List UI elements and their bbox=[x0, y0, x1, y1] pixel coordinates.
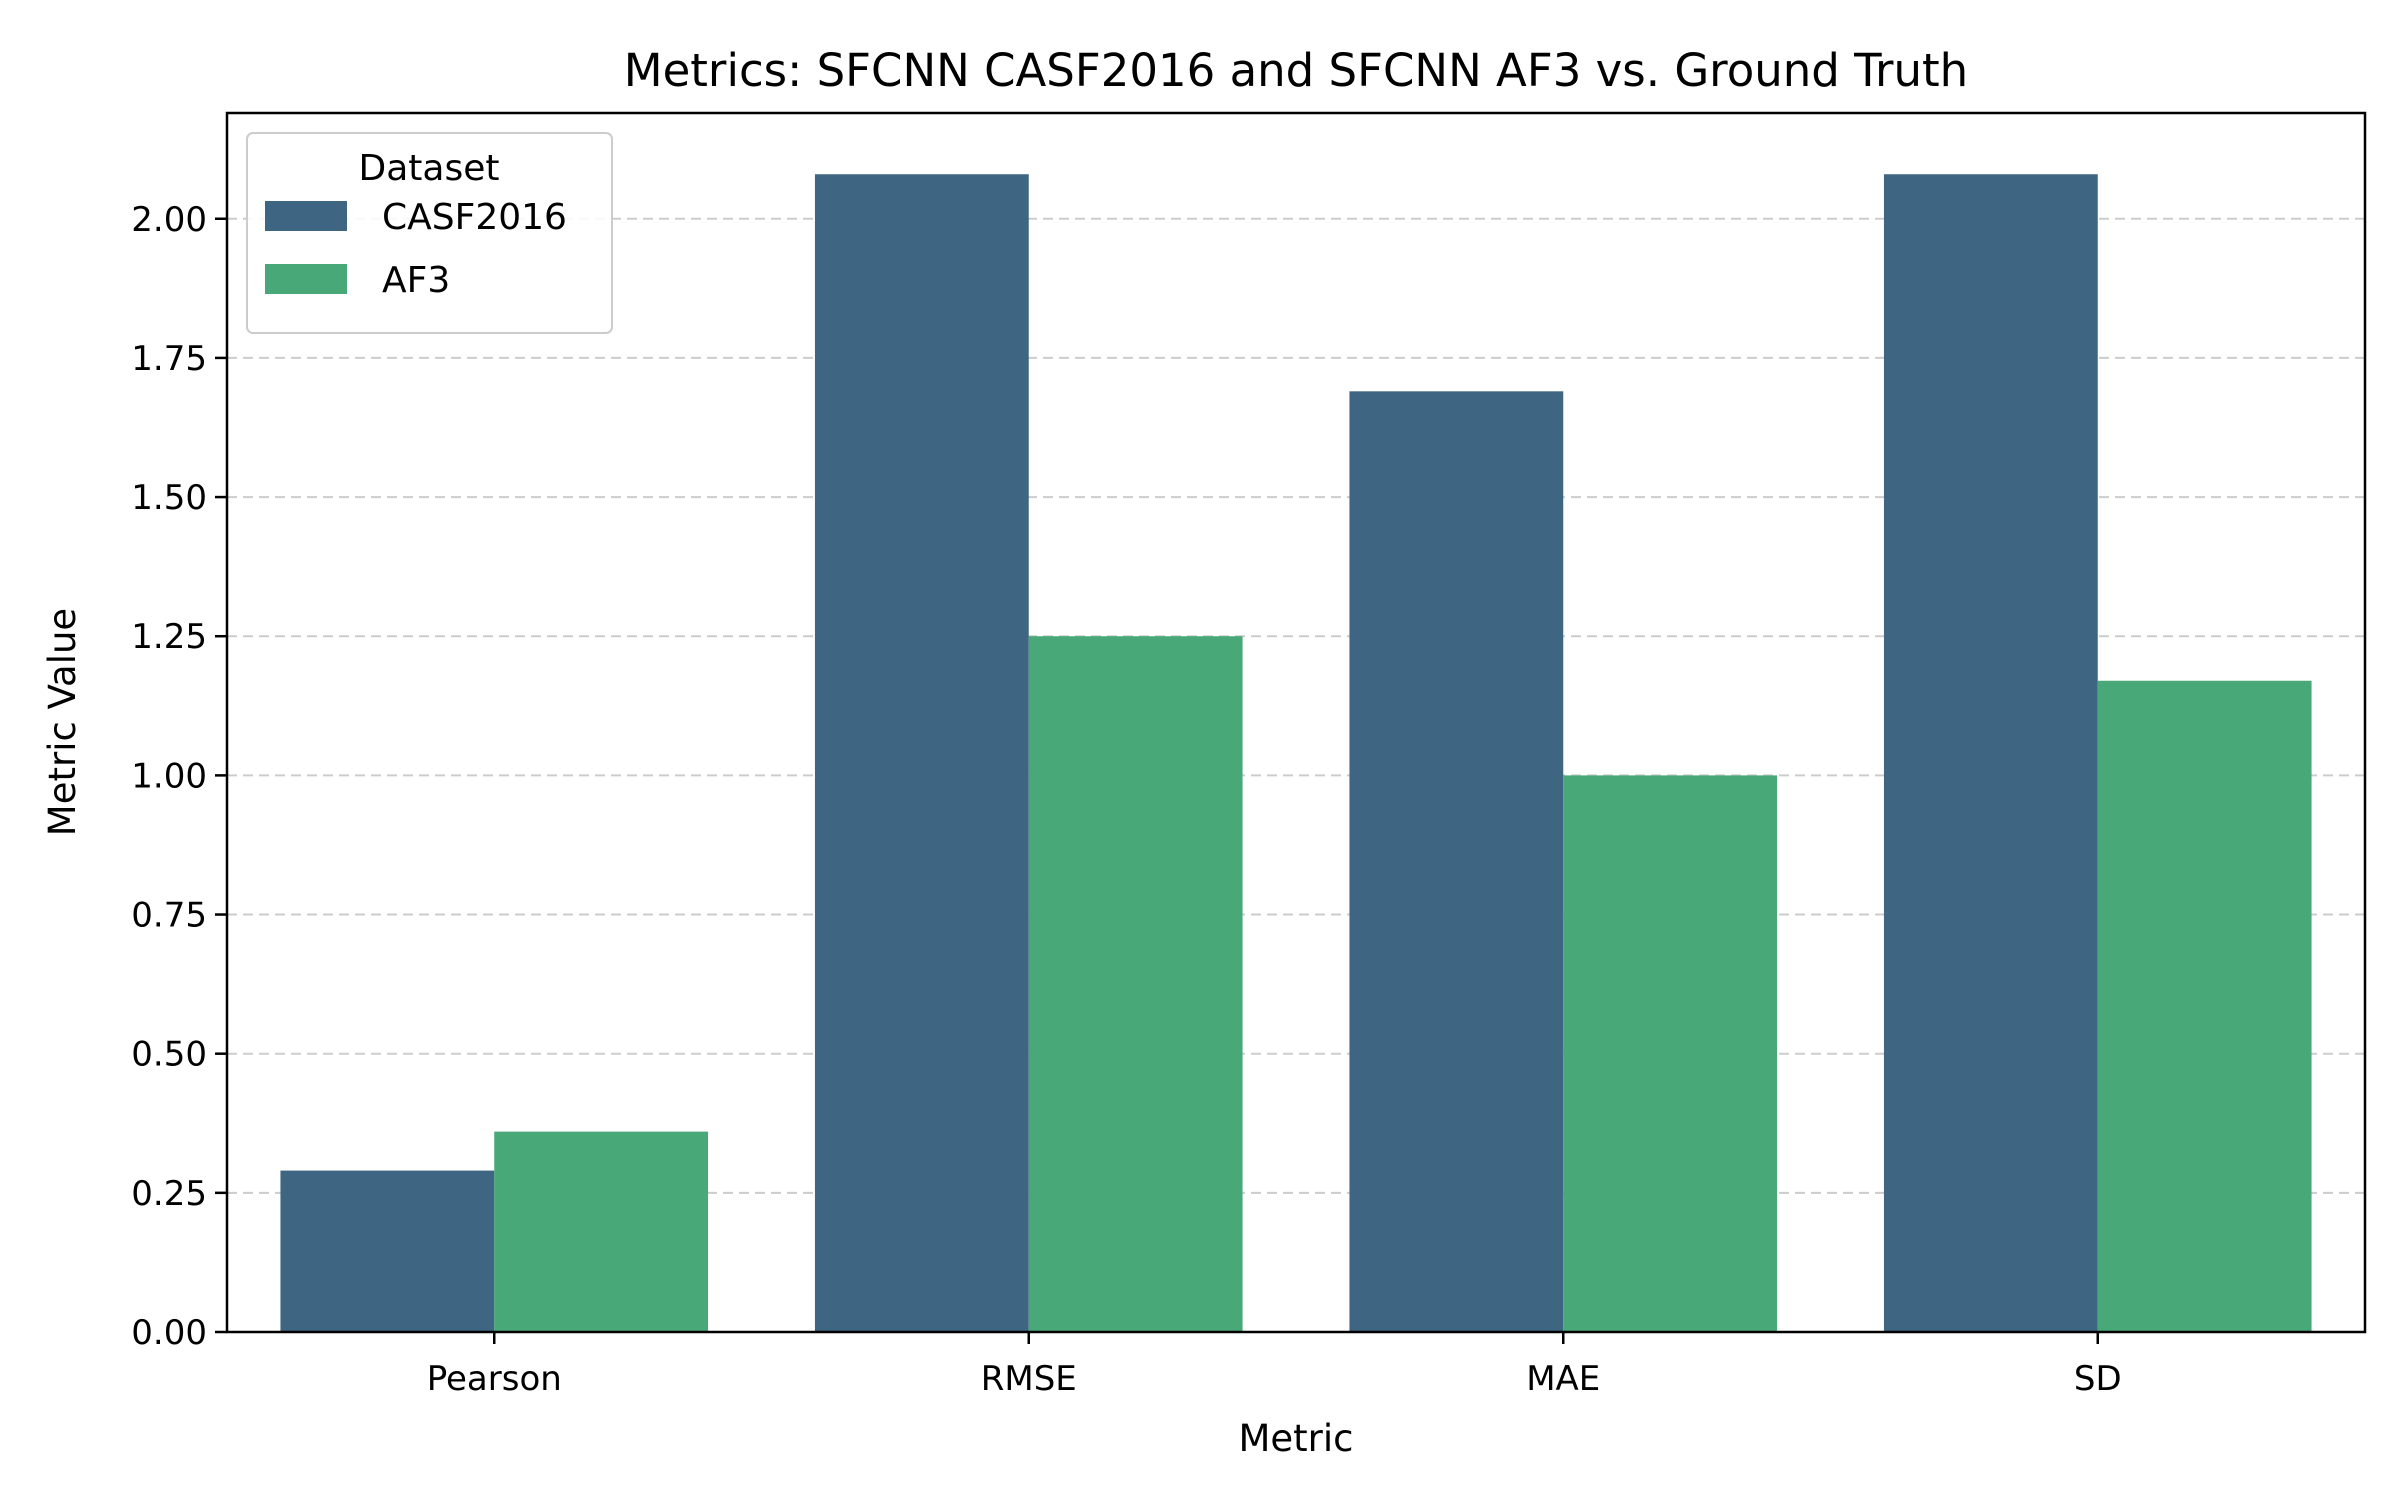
x-tick-label: RMSE bbox=[981, 1359, 1077, 1399]
chart-title: Metrics: SFCNN CASF2016 and SFCNN AF3 vs… bbox=[624, 44, 1968, 97]
y-tick-label: 1.50 bbox=[131, 478, 207, 518]
x-tick-label: MAE bbox=[1526, 1359, 1600, 1399]
plot-frame bbox=[225, 111, 2367, 1334]
y-tick-label: 0.50 bbox=[131, 1035, 207, 1075]
y-tick-label: 1.25 bbox=[131, 617, 207, 657]
legend-label-af3: AF3 bbox=[382, 260, 450, 301]
legend-swatch-af3 bbox=[265, 264, 347, 294]
legend-label-casf2016: CASF2016 bbox=[382, 197, 567, 238]
x-axis-label: Metric bbox=[1238, 1417, 1353, 1460]
legend-title: Dataset bbox=[359, 148, 500, 189]
y-axis: 0.00 0.25 0.50 0.75 1.00 1.25 1.50 1.75 2.00 bbox=[131, 200, 227, 1353]
bar-casf2016-pearson bbox=[280, 1170, 495, 1332]
legend-swatch-casf2016 bbox=[265, 201, 347, 231]
bar-af3-pearson bbox=[494, 1131, 709, 1332]
bar-af3-rmse bbox=[1028, 636, 1243, 1332]
bar-casf2016-mae bbox=[1349, 391, 1564, 1332]
bar-casf2016-sd bbox=[1883, 174, 2098, 1333]
y-tick-label: 0.00 bbox=[131, 1313, 207, 1353]
y-axis-label: Metric Value bbox=[41, 608, 84, 836]
y-tick-label: 0.25 bbox=[131, 1174, 207, 1214]
bar-casf2016-rmse bbox=[814, 174, 1029, 1333]
y-tick-label: 1.75 bbox=[131, 339, 207, 379]
bar-af3-sd bbox=[2097, 680, 2312, 1332]
bars bbox=[280, 174, 2312, 1333]
y-tick-label: 2.00 bbox=[131, 200, 207, 240]
y-tick-label: 1.00 bbox=[131, 756, 207, 796]
bar-af3-mae bbox=[1563, 775, 1778, 1332]
legend: Dataset CASF2016 AF3 bbox=[246, 132, 613, 334]
y-tick-label: 0.75 bbox=[131, 896, 207, 936]
x-tick-label: Pearson bbox=[427, 1359, 562, 1399]
x-axis: Pearson RMSE MAE SD bbox=[427, 1332, 2122, 1399]
x-tick-label: SD bbox=[2074, 1359, 2122, 1399]
